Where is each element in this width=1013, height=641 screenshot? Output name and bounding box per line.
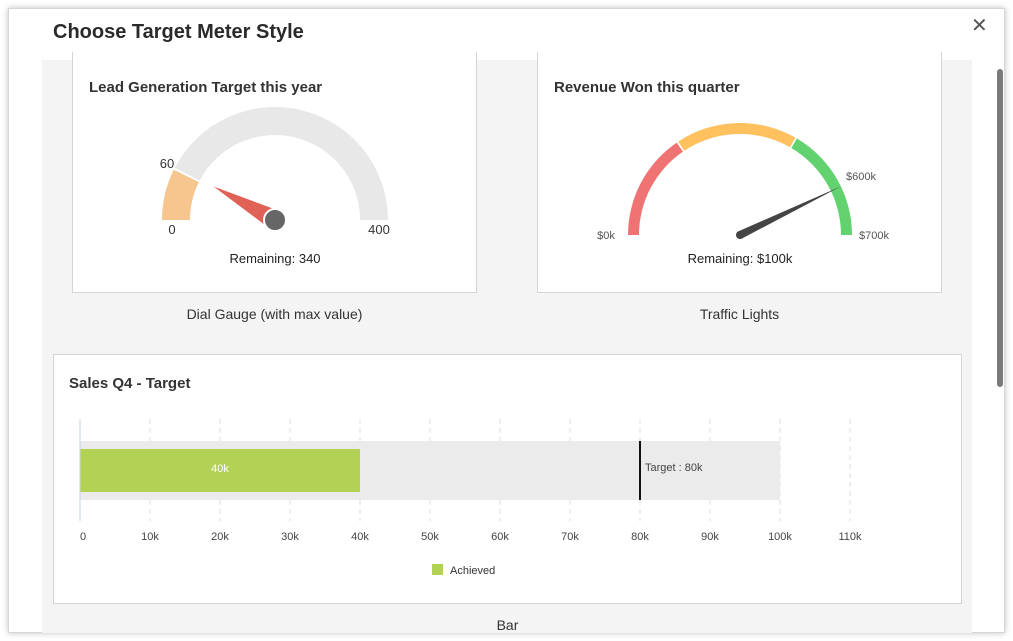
card-title: Lead Generation Target this year (89, 79, 323, 96)
gauge-value-label: $600k (846, 171, 876, 183)
gauge-min-label: $0k (597, 230, 615, 242)
gauge-needle (213, 186, 279, 229)
x-tick-label: 110k (838, 531, 862, 543)
gauge-max-label: $700k (859, 230, 889, 242)
x-tick-label: 60k (491, 531, 509, 543)
gauge-achieved-band (162, 169, 199, 220)
gauge-track (174, 107, 388, 220)
x-tick-label: 0 (80, 531, 86, 543)
gauge-remaining: Remaining: $100k (688, 251, 793, 266)
dial-gauge-caption: Dial Gauge (with max value) (186, 306, 363, 322)
x-tick-label: 30k (281, 531, 299, 543)
dial-gauge: 0 400 60 Remaining: 340 (160, 107, 390, 266)
x-tick-label: 40k (351, 531, 369, 543)
x-tick-label: 10k (141, 531, 159, 543)
gauge-min-label: 0 (168, 222, 175, 237)
traffic-lights-caption: Traffic Lights (699, 306, 780, 322)
traffic-lights-gauge: $0k $700k $600k Remaining: $100k (597, 123, 889, 266)
x-tick-label: 20k (211, 531, 229, 543)
achieved-bar (80, 449, 360, 492)
legend-label: Achieved (450, 565, 495, 577)
dialog-title: Choose Target Meter Style (53, 21, 304, 43)
x-tick-label: 90k (701, 531, 719, 543)
gauge-max-label: 400 (368, 222, 390, 237)
gauge-hub (263, 208, 287, 232)
achieved-label: 40k (211, 463, 229, 475)
gauge-hub (736, 231, 744, 239)
gauge-band-yellow (678, 123, 796, 151)
gauge-band-green (791, 138, 852, 235)
gauge-achieved-label: 60 (160, 156, 174, 171)
x-tick-label: 80k (631, 531, 649, 543)
gauge-band-red (628, 142, 683, 235)
x-tick-label: 50k (421, 531, 439, 543)
card-title: Revenue Won this quarter (554, 79, 740, 96)
traffic-lights-option[interactable]: Revenue Won this quarter $0k $700k $600k Re… (537, 52, 942, 293)
bar-option[interactable]: Sales Q4 - Target 0 10k 20k 30k 40k 50k 60k 70k… (53, 354, 962, 604)
x-tick-label: 100k (768, 531, 792, 543)
scrollbar[interactable] (997, 69, 1003, 387)
legend-swatch (432, 564, 443, 575)
x-tick-label: 70k (561, 531, 579, 543)
close-icon[interactable]: ✕ (971, 15, 988, 37)
dial-gauge-option[interactable]: Lead Generation Target this year 0 400 60 R… (72, 52, 477, 293)
bar-chart: 0 10k 20k 30k 40k 50k 60k 70k 80k 90k 100k 110k 40k T… (79, 419, 862, 577)
gauge-needle (738, 186, 841, 239)
card-title: Sales Q4 - Target (69, 375, 191, 392)
target-label: Target : 80k (645, 462, 703, 474)
gauge-remaining: Remaining: 340 (229, 251, 320, 266)
bar-caption: Bar (496, 617, 519, 633)
